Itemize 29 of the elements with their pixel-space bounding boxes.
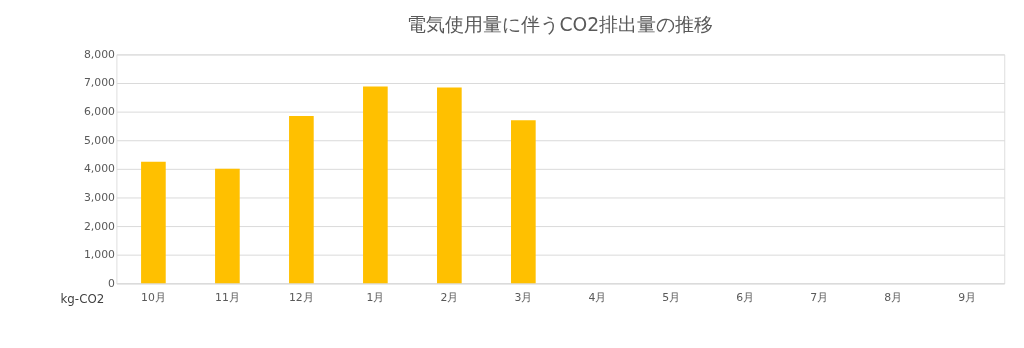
y-tick-label: 2,000 [83,219,116,233]
chart-title: 電気使用量に伴うCO2排出量の推移 [407,13,714,35]
x-tick-label: 5月 [662,290,681,304]
x-tick-label: 12月 [288,290,314,304]
y-tick-label: 7,000 [83,76,116,90]
x-tick-label: 10月 [141,290,166,304]
x-tick-label: 7月 [810,290,829,304]
x-tick-label: 2月 [440,290,459,304]
x-tick-label: 9月 [958,290,977,304]
y-axis-title: kg-CO2 [60,291,105,306]
y-tick-label: 4,000 [83,162,116,176]
y-tick-label: 8,000 [83,47,116,61]
bar [363,86,388,284]
bar [511,120,536,284]
x-tick-label: 8月 [884,290,903,304]
bar [289,115,314,284]
y-tick-label: 1,000 [83,248,116,262]
y-tick-label: 0 [108,276,116,290]
x-tick-label: 6月 [736,290,755,304]
y-tick-label: 6,000 [83,105,116,119]
bar [215,168,240,284]
x-tick-label: 1月 [366,290,385,304]
y-tick-label: 5,000 [83,133,116,147]
bar [437,87,462,284]
bar [141,161,166,284]
y-tick-label: 3,000 [83,190,116,204]
x-tick-label: 4月 [588,290,607,304]
x-tick-label: 3月 [514,290,533,304]
x-tick-label: 11月 [214,290,240,304]
